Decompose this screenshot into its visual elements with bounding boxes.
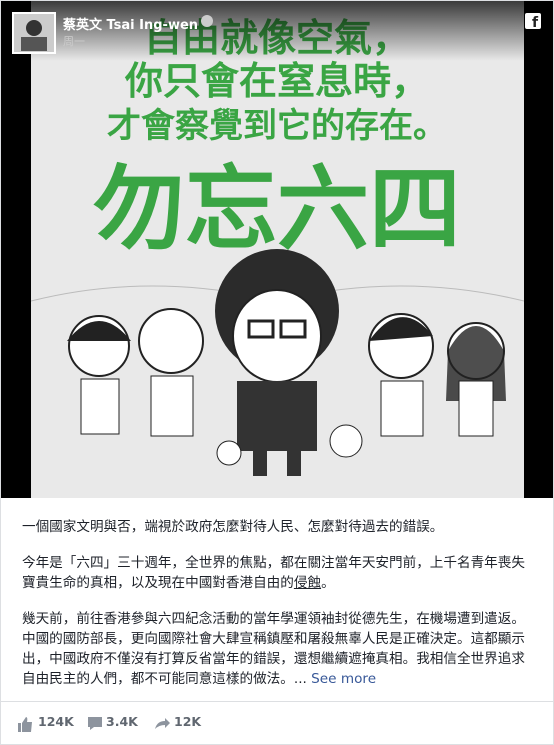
link[interactable]: 侵蝕 (293, 575, 322, 591)
see-more[interactable]: See more (311, 671, 377, 687)
svg-text:f: f (532, 15, 539, 31)
image-headline: 勿忘六四 (93, 156, 461, 263)
stat-icons (18, 717, 170, 732)
comment-count[interactable]: 3.4K (106, 714, 138, 729)
paragraph: 幾天前，前往香港參與六四紀念活動的當年學運領袖封從德先生，在機場遭到遣返。中國的… (22, 609, 534, 689)
text: 今年是「六四」三十週年，全世界的焦點，都在關注當年天安門前，上千名青年喪失寶貴生… (22, 555, 525, 591)
image-line: 才會察覺到它的存在。 (107, 106, 447, 146)
post-text: 一個國家文明與否，端視於政府怎麼對待人民、怎麼對待過去的錯誤。 今年是「六四」三… (22, 517, 534, 705)
post-time[interactable]: 周一 (63, 35, 85, 48)
text: 幾天前，前往香港參與六四紀念活動的當年學運領袖封從德先生，在機場遭到遣返。中國的… (22, 611, 525, 687)
illustration (30, 249, 525, 476)
avatar[interactable] (12, 12, 56, 54)
paragraph: 今年是「六四」三十週年，全世界的焦點，都在關注當年天安門前，上千名青年喪失寶貴生… (22, 553, 534, 593)
header-icons: f (12, 12, 541, 54)
paragraph: 一個國家文明與否，端視於政府怎麼對待人民、怎麼對待過去的錯誤。 (22, 519, 444, 535)
author-name[interactable]: 蔡英文 Tsai Ing-wen (63, 18, 199, 33)
verified-badge (201, 15, 213, 27)
facebook-icon[interactable] (525, 13, 541, 29)
image-line: 你只會在窒息時， (124, 59, 429, 103)
text: 。 (321, 575, 335, 591)
post-header: f 蔡英文 Tsai Ing-wen 周一 (1, 1, 553, 61)
like-count[interactable]: 124K (38, 714, 74, 729)
post-image[interactable]: 自由就像空氣， 你只會在窒息時， 才會察覺到它的存在。 勿忘六四 (1, 1, 553, 498)
stats-bar: 124K 3.4K 12K (1, 701, 553, 744)
share-count[interactable]: 12K (174, 714, 202, 729)
